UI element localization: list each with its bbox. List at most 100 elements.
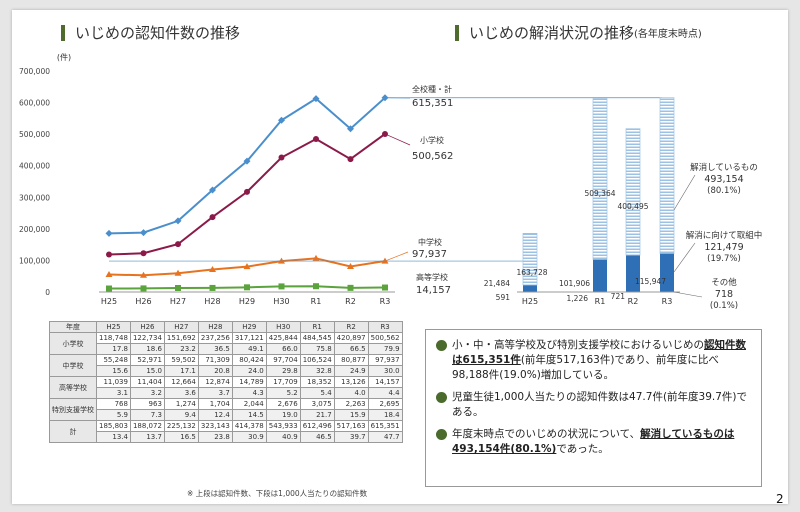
- slide: いじめの認知件数の推移 いじめの解消状況の推移 (各年度末時点) (件) 0 100…: [12, 10, 788, 506]
- y-tick-label: 500,000: [19, 130, 50, 139]
- bar-legend-label: 解消に向けて取組中: [686, 230, 763, 241]
- series-point: [140, 271, 147, 278]
- series-point: [140, 285, 147, 292]
- table-count-cell: 1,704: [197, 398, 233, 410]
- bar-legend-label: 解消しているもの: [690, 162, 758, 173]
- summary-highlight: 解消しているものは493,154件(80.1%): [452, 428, 735, 455]
- summary-bullet: 児童生徒1,000人当たりの認知件数は47.7件(前年度39.7件)である。: [436, 390, 753, 420]
- table-rate-cell: 30.9: [231, 431, 267, 443]
- table-count-cell: 425,844: [265, 332, 301, 344]
- series-point: [243, 157, 251, 165]
- bar-category-label: R1: [595, 297, 606, 306]
- bar-working-segment: [660, 253, 674, 292]
- bar-category-label: R3: [662, 297, 673, 306]
- table-count-cell: 151,692: [163, 332, 199, 344]
- table-count-cell: 11,404: [129, 376, 165, 388]
- table-count-cell: 52,971: [129, 354, 165, 366]
- series-point: [313, 136, 319, 143]
- series-point: [278, 283, 285, 290]
- summary-text-post: であった。: [556, 443, 609, 455]
- table-rate-cell: 20.8: [197, 365, 233, 377]
- table-rate-cell: 4.4: [367, 387, 403, 399]
- callout-line: [673, 174, 696, 211]
- table-header-cell: H29: [231, 321, 267, 333]
- table-rate-cell: 40.9: [265, 431, 301, 443]
- table-row: 高等学校 11,039 11,404 12,664 12,874 14,789 17,709…: [49, 376, 403, 399]
- table-count-cell: 118,748: [96, 332, 131, 344]
- series-point: [347, 156, 354, 163]
- table-row: 小学校 118,748 122,734 151,692 237,256 317,121 42…: [49, 332, 403, 355]
- bar-value-label: 115,947: [635, 277, 666, 286]
- table-rate-cell: 46.5: [299, 431, 335, 443]
- table-count-cell: 80,424: [231, 354, 267, 366]
- x-tick-label: R3: [380, 297, 391, 306]
- summary-text-pre: 児童生徒1,000人当たりの認知件数は47.7件(前年度39.7件)である。: [452, 391, 748, 418]
- data-table: 年度 H25 H26 H27 H28 H29 H30 R1 R2 R3 小学校 118,748 122,…: [49, 321, 403, 443]
- summary-bullet: 小・中・高等学校及び特別支援学校におけるいじめの認知件数は615,351件(前年…: [436, 338, 753, 383]
- series-point: [209, 265, 216, 272]
- bar-value-label: 721: [611, 292, 626, 301]
- x-tick-label: H29: [239, 297, 255, 306]
- y-tick-label: 300,000: [19, 193, 50, 202]
- table-rate-cell: 3.6: [163, 387, 199, 399]
- table-row: 特別支援学校 768 963 1,274 1,704 2,044 2,676 3,075 2,2…: [49, 398, 403, 421]
- heading-right: いじめの解消状況の推移 (各年度末時点): [455, 22, 702, 43]
- table-count-cell: 11,039: [96, 376, 131, 388]
- table-count-cell: 71,309: [197, 354, 233, 366]
- heading-marker: [61, 24, 65, 41]
- table-count-cell: 317,121: [231, 332, 267, 344]
- table-count-cell: 225,132: [163, 420, 199, 432]
- table-row: 17.8 18.6 23.2 36.5 49.1 66.0 75.8 66.5 79.9: [50, 343, 403, 355]
- callout-line: [384, 251, 409, 262]
- table-header-cell: H28: [197, 321, 233, 333]
- table-rate-cell: 5.9: [96, 409, 131, 421]
- table-row-label: 特別支援学校: [49, 398, 97, 421]
- table-count-cell: 543,933: [265, 420, 301, 432]
- bar-category-label: H25: [522, 297, 538, 306]
- y-tick-label: 700,000: [19, 67, 50, 76]
- table-rate-cell: 5.2: [265, 387, 301, 399]
- table-count-cell: 97,937: [367, 354, 403, 366]
- table-row-label: 小学校: [49, 332, 97, 355]
- summary-text: 児童生徒1,000人当たりの認知件数は47.7件(前年度39.7件)である。: [452, 390, 753, 420]
- table-header-row: 年度 H25 H26 H27 H28 H29 H30 R1 R2 R3: [49, 321, 403, 333]
- y-unit-label: (件): [57, 52, 71, 62]
- table-rate-cell: 12.4: [197, 409, 233, 421]
- summary-text-post: (前年度517,163件)であり、前年度に比べ98,188件(19.0%)増加し…: [452, 354, 719, 381]
- table-count-cell: 3,075: [299, 398, 335, 410]
- x-tick-label: H25: [101, 297, 117, 306]
- series-name-label: 小学校: [420, 135, 444, 145]
- table-row: 5.9 7.3 9.4 12.4 14.5 19.0 21.7 15.9 18.4: [50, 409, 403, 421]
- summary-text: 小・中・高等学校及び特別支援学校におけるいじめの認知件数は615,351件(前年…: [452, 338, 753, 383]
- series-point: [244, 284, 250, 291]
- series-name-label: 高等学校: [416, 272, 448, 282]
- series-point: [312, 95, 320, 103]
- y-tick-label: 0: [45, 288, 50, 297]
- series-name-label: 中学校: [418, 237, 442, 247]
- table-count-cell: 420,897: [333, 332, 369, 344]
- x-tick-label: R2: [345, 297, 356, 306]
- table-rate-cell: 30.0: [367, 365, 403, 377]
- table-row: 3.1 3.2 3.6 3.7 4.3 5.2 5.4 4.0 4.4: [50, 387, 403, 399]
- table-rate-cell: 7.3: [129, 409, 165, 421]
- bar-value-label: 163,728: [516, 268, 547, 277]
- table-count-cell: 14,789: [231, 376, 267, 388]
- bar-legend-value: 493,154: [704, 174, 743, 185]
- table-header-cell: 年度: [49, 321, 97, 333]
- bullet-dot-icon: [436, 340, 447, 351]
- table-rate-cell: 29.8: [265, 365, 301, 377]
- heading-right-sub: (各年度末時点): [634, 29, 702, 40]
- x-tick-label: R1: [311, 297, 322, 306]
- bar-resolved-segment: [522, 232, 538, 286]
- table-rate-cell: 23.8: [197, 431, 233, 443]
- table-count-cell: 2,263: [333, 398, 369, 410]
- table-rate-cell: 13.7: [129, 431, 165, 443]
- series-value-label: 97,937: [412, 249, 447, 260]
- table-rate-cell: 66.5: [333, 343, 369, 355]
- bar-legend-pct: (19.7%): [707, 254, 741, 264]
- table-rate-cell: 32.8: [299, 365, 335, 377]
- table-rate-cell: 75.8: [299, 343, 335, 355]
- series-point: [175, 241, 181, 248]
- bar-value-label: 591: [496, 293, 511, 302]
- table-row: 計 185,803 188,072 225,132 323,143 414,378 543,…: [49, 420, 403, 443]
